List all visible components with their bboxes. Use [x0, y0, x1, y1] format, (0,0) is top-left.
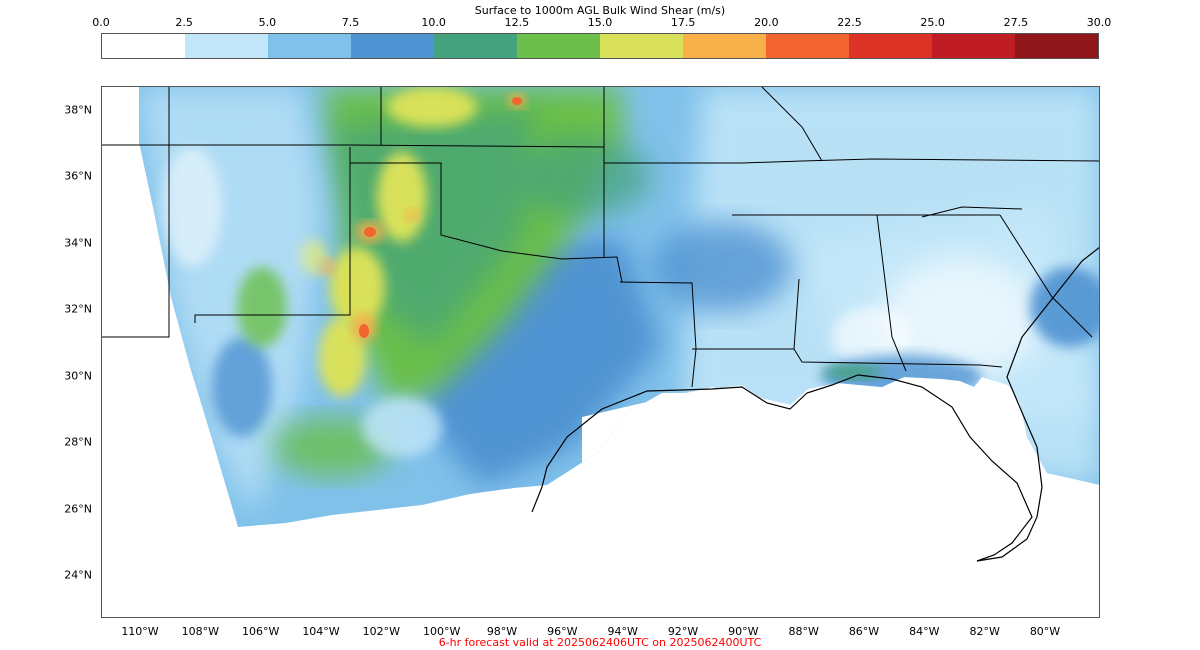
longitude-label: 80°W: [1029, 625, 1061, 638]
longitude-label: 90°W: [728, 625, 759, 638]
longitude-label: 86°W: [848, 625, 880, 638]
longitude-label: 104°W: [302, 625, 340, 638]
colorbar-tick-label: 30.0: [1086, 16, 1112, 29]
colorbar-swatch: [434, 34, 517, 58]
colorbar-tick-label: 22.5: [837, 16, 862, 29]
shear-field: [139, 87, 1099, 527]
latitude-label: 32°N: [64, 302, 92, 316]
colorbar-swatch: [683, 34, 766, 58]
colorbar-tick-label: 17.5: [670, 16, 696, 29]
colorbar-swatch: [849, 34, 932, 58]
latitude-label: 34°N: [64, 236, 92, 250]
longitude-label: 82°W: [969, 625, 1000, 638]
colorbar-swatch: [268, 34, 351, 58]
colorbar-tick-label: 7.5: [341, 16, 360, 29]
colorbar-swatch: [1015, 34, 1098, 58]
longitude-label: 84°W: [909, 625, 940, 638]
latitude-label: 38°N: [64, 103, 92, 117]
longitude-label: 106°W: [241, 625, 280, 638]
latitude-label: 24°N: [64, 568, 92, 582]
colorbar-tick-label: 15.0: [587, 16, 613, 29]
longitude-label: 102°W: [362, 625, 401, 638]
latitude-label: 30°N: [64, 369, 92, 383]
longitude-label: 110°W: [121, 625, 159, 638]
coastline: [531, 247, 1099, 562]
longitude-label: 108°W: [181, 625, 220, 638]
latitude-label: 26°N: [64, 502, 92, 516]
colorbar-tick-label: 2.5: [175, 16, 193, 29]
longitude-label: 100°W: [422, 625, 461, 638]
forecast-valid-text: 6-hr forecast valid at 2025062406UTC on …: [438, 636, 762, 649]
map-canvas: [102, 87, 1099, 562]
colorbar-swatch: [185, 34, 268, 58]
colorbar-tick-label: 10.0: [421, 16, 446, 29]
longitude-label: 96°W: [547, 625, 578, 638]
colorbar-tick-label: 0.0: [92, 16, 110, 29]
latitude-label: 28°N: [64, 435, 92, 449]
colorbar-swatch: [600, 34, 683, 58]
colorbar-tick-label: 20.0: [754, 16, 779, 29]
colorbar-tick-label: 27.5: [1003, 16, 1029, 29]
colorbar-swatch: [351, 34, 434, 58]
colorbar-title: Surface to 1000m AGL Bulk Wind Shear (m/…: [474, 4, 726, 17]
colorbar-swatch: [102, 34, 185, 58]
colorbar-swatch: [932, 34, 1015, 58]
colorbar-swatch: [517, 34, 600, 58]
colorbar: [101, 33, 1099, 59]
colorbar-swatch: [766, 34, 849, 58]
longitude-label: 98°W: [486, 625, 518, 638]
longitude-label: 88°W: [788, 625, 819, 638]
colorbar-tick-label: 12.5: [504, 16, 530, 29]
longitude-label: 94°W: [607, 625, 638, 638]
longitude-label: 92°W: [667, 625, 699, 638]
state-borders: [102, 87, 1099, 388]
map-panel: [101, 86, 1100, 618]
colorbar-tick-label: 5.0: [258, 16, 277, 29]
colorbar-tick-label: 25.0: [920, 16, 945, 29]
latitude-label: 36°N: [64, 169, 92, 183]
